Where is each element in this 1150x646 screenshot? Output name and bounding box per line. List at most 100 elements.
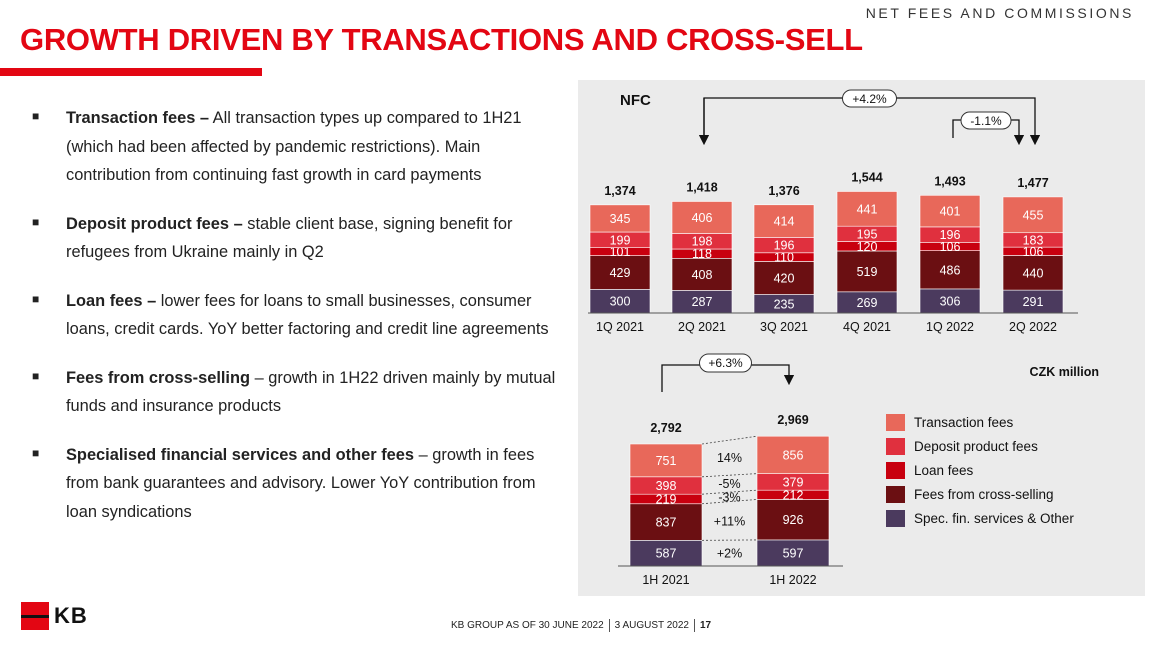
data-label: 306 (940, 294, 961, 308)
bar-transaction-fees (1002, 196, 1064, 234)
x-tick-label: 2Q 2021 (678, 320, 726, 334)
legend-label: Fees from cross-selling (914, 487, 1054, 502)
bullet-heading: Deposit product fees – (66, 214, 243, 233)
title-underline (0, 68, 262, 76)
footer-divider (608, 619, 610, 632)
data-label: 408 (692, 268, 713, 282)
chart-title: NFC (620, 92, 651, 109)
segment-connector (701, 435, 758, 445)
x-tick-label: 1Q 2021 (596, 320, 644, 334)
data-label: 379 (783, 475, 804, 489)
change-label: -3% (718, 490, 740, 504)
data-label: 441 (857, 202, 878, 216)
legend-swatch (886, 486, 905, 503)
change-label: -5% (718, 477, 740, 491)
data-label: 406 (692, 211, 713, 225)
x-tick-label: 1Q 2022 (926, 320, 974, 334)
data-label: 219 (656, 492, 677, 506)
bar-transaction-fees (589, 204, 651, 233)
bar-fees-from-cross-selling (756, 499, 830, 541)
footer: KB GROUP AS OF 30 JUNE 2022 3 AUGUST 2022… (451, 619, 711, 632)
legend-swatch (886, 414, 905, 431)
data-label: 837 (656, 516, 677, 530)
bullet-marker-icon: ■ (32, 445, 40, 460)
kb-logo-text: KB (54, 603, 88, 628)
bar-fees-from-cross-selling (919, 250, 981, 290)
chart-panel: NFC 300 429 101 199 345 1,374 1Q 2021 287 408 118 1… (578, 80, 1145, 596)
data-label: 398 (656, 479, 677, 493)
legend-label: Deposit product fees (914, 439, 1038, 454)
data-label: 519 (857, 265, 878, 279)
data-label: 269 (857, 296, 878, 310)
page-title: GROWTH DRIVEN BY TRANSACTIONS AND CROSS-… (20, 22, 863, 57)
kb-logo-mark-icon (21, 602, 49, 630)
change-label: +2% (717, 547, 742, 561)
bar-transaction-fees (629, 443, 703, 478)
growth-badge (842, 89, 897, 108)
bullet-heading: Transaction fees – (66, 109, 210, 127)
data-label: 587 (656, 547, 677, 561)
data-label: 345 (610, 212, 631, 226)
legend-label: Spec. fin. services & Other (914, 511, 1074, 526)
data-label: 420 (774, 271, 795, 285)
bullet-marker-icon: ■ (32, 214, 40, 229)
data-label: 106 (1023, 245, 1044, 259)
total-label: 2,969 (777, 413, 808, 427)
legend-swatch (886, 438, 905, 455)
legend-swatch (886, 510, 905, 527)
data-label: 235 (774, 297, 795, 311)
data-label: 455 (1023, 208, 1044, 222)
footer-group: KB GROUP AS OF 30 JUNE 2022 (451, 620, 604, 632)
bar-fees-from-cross-selling (1002, 255, 1064, 291)
data-label: 198 (692, 235, 713, 249)
total-label: 1,493 (934, 174, 965, 188)
total-label: 1,374 (604, 184, 635, 198)
unit-label: CZK million (1030, 365, 1099, 379)
total-label: 2,792 (650, 421, 681, 435)
data-label: 401 (940, 205, 961, 219)
change-label: 14% (717, 451, 742, 465)
x-tick-label: 1H 2022 (769, 573, 816, 587)
bar-transaction-fees (753, 204, 815, 238)
total-label: 1,477 (1017, 176, 1048, 190)
data-label: 597 (783, 546, 804, 560)
data-label: 195 (857, 227, 878, 241)
bullet-heading: Specialised financial services and other… (66, 445, 415, 464)
bar-transaction-fees (671, 201, 733, 234)
total-label: 1,544 (851, 170, 882, 184)
bullet-text: stable client base, signing benefit for … (66, 214, 513, 262)
growth-label: +4.2% (852, 92, 887, 106)
data-label: 196 (774, 239, 795, 253)
data-label: 118 (692, 247, 712, 261)
bullet-list: ■ Transaction fees – All transaction type… (30, 104, 560, 546)
bar-transaction-fees (756, 435, 830, 474)
data-label: 106 (940, 240, 961, 254)
data-label: 287 (692, 295, 713, 309)
legend-label: Transaction fees (914, 415, 1014, 430)
bullet-text: – growth in 1H22 driven mainly by mutual… (66, 368, 556, 416)
legend-label: Loan fees (914, 463, 974, 478)
data-label: 101 (610, 245, 631, 259)
data-label: 300 (610, 295, 631, 309)
data-label: 110 (774, 251, 794, 265)
x-tick-label: 2Q 2022 (1009, 320, 1057, 334)
bullet-heading: Fees from cross-selling (66, 368, 251, 387)
x-tick-label: 3Q 2021 (760, 320, 808, 334)
data-label: 199 (610, 233, 631, 247)
bar-transaction-fees (919, 195, 981, 228)
bar-fees-from-cross-selling (836, 250, 898, 293)
bullet-heading: Loan fees – (66, 291, 157, 310)
bullet-text: All transaction types up compared to 1H2… (66, 109, 522, 184)
bullet-text: – growth in fees from bank guarantees an… (66, 445, 536, 521)
segment-connector (701, 489, 758, 495)
total-label: 1,376 (768, 184, 799, 198)
x-tick-label: 1H 2021 (642, 573, 689, 587)
data-label: 751 (656, 454, 677, 468)
segment-connector (701, 473, 758, 478)
data-label: 291 (1023, 295, 1044, 309)
bar-fees-from-cross-selling (589, 255, 651, 290)
bar-fees-from-cross-selling (629, 503, 703, 541)
bar-fees-from-cross-selling (753, 261, 815, 295)
change-label: -1.1% (970, 114, 1002, 128)
growth-label: +6.3% (708, 356, 743, 370)
